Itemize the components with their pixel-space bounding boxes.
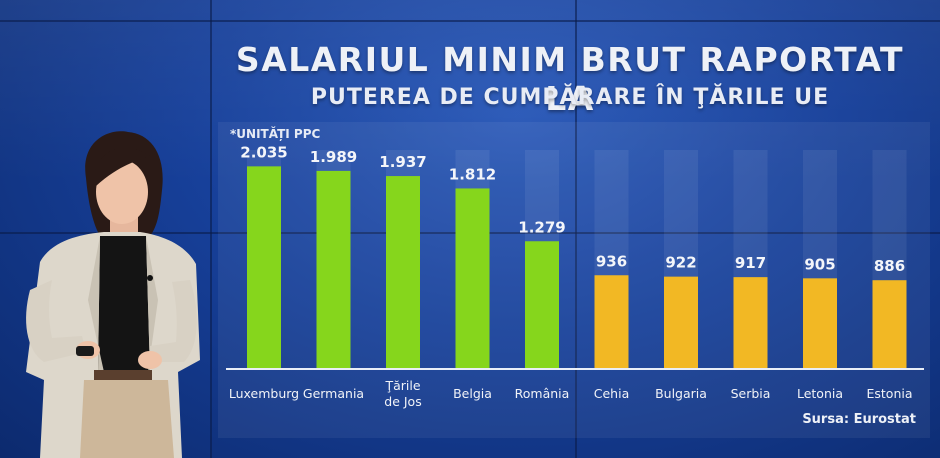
bar-value-label: 1.937 [379,153,426,171]
bar [733,277,768,368]
chart-title: SALARIUL MINIM BRUT RAPORTAT LA [235,40,905,118]
bar [455,188,490,368]
bar [664,276,698,368]
chart-subtitle: PUTEREA DE CUMPĂRARE ÎN ŢĂRILE UE [310,85,830,110]
unit-label: *UNITĂȚI PPC [230,127,321,141]
bar [803,278,837,368]
bar-value-label: 922 [665,254,696,272]
video-wall-seam [0,20,940,22]
category-label: România [515,386,570,401]
category-label: Belgia [453,386,492,401]
video-wall-seam [210,0,212,458]
bar [525,241,559,368]
bar-value-label: 917 [735,254,766,272]
bar-value-label: 1.812 [449,165,496,183]
bar-value-label: 1.989 [310,148,357,166]
bar [247,166,281,368]
bar [316,170,351,368]
bar-value-label: 2.035 [240,143,287,161]
category-label: Bulgaria [655,386,707,401]
category-label: Estonia [866,386,912,401]
category-label: Letonia [797,386,843,401]
bar-value-label: 1.279 [518,218,565,236]
category-label: Serbia [731,386,771,401]
bar [872,280,907,368]
category-label: Germania [303,386,364,401]
bar-value-label: 936 [596,252,627,270]
category-label: Cehia [594,386,629,401]
bar-value-label: 905 [804,255,835,273]
bar [594,275,629,368]
bar [386,176,420,368]
source-label: Sursa: Eurostat [802,412,916,427]
video-wall-seam [575,0,577,458]
category-label: Luxemburg [229,386,299,401]
bar-value-label: 886 [874,257,905,275]
category-label: Ţările de Jos [384,378,421,409]
